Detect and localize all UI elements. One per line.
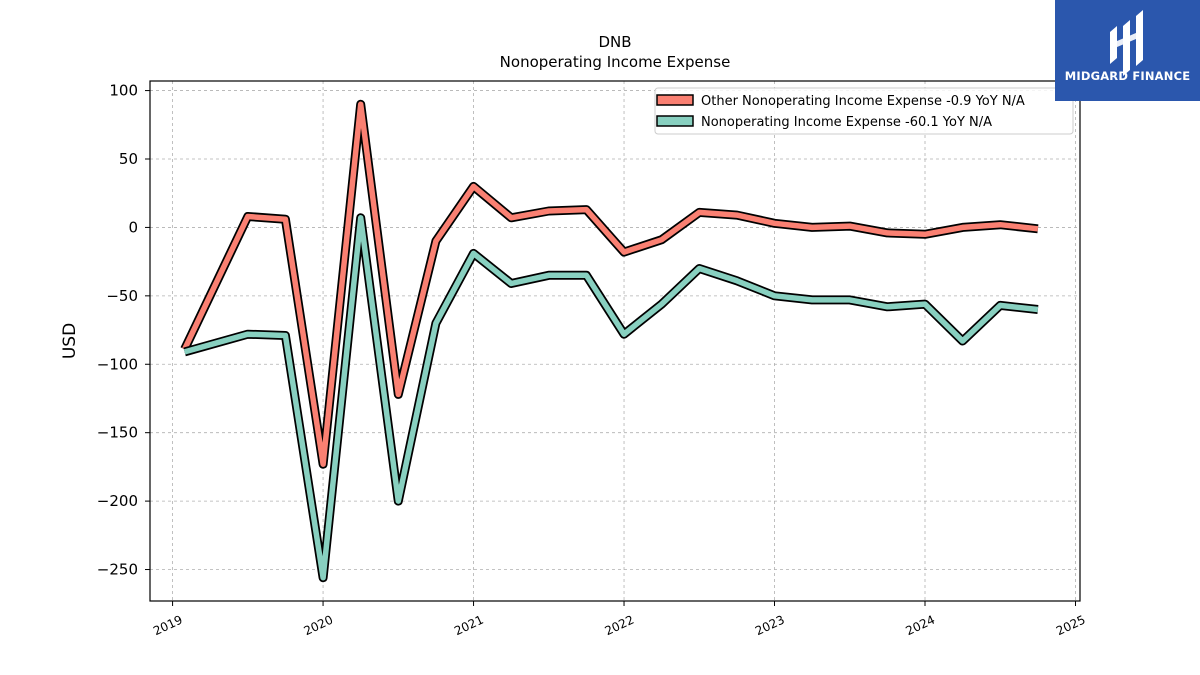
series-1 [180,99,1039,469]
legend-label: Nonoperating Income Expense -60.1 YoY N/… [701,115,992,130]
legend: Other Nonoperating Income Expense -0.9 Y… [654,87,1074,135]
y-axis-label: USD [60,323,80,359]
brand-name: MIDGARD FINANCE [1064,69,1191,83]
chart-title: DNB [598,33,631,51]
y-tick-label: 100 [109,82,138,100]
legend-label: Other Nonoperating Income Expense -0.9 Y… [701,94,1025,109]
legend-swatch [656,115,694,127]
y-tick-label: 50 [119,150,138,168]
y-tick-label: −200 [97,492,138,510]
series-2 [183,213,1039,583]
x-tick-label: 2023 [753,613,787,639]
series-line [182,101,1039,467]
y-tick-label: −100 [97,355,138,373]
x-tick-label: 2022 [603,613,637,639]
chart-subtitle: Nonoperating Income Expense [500,53,731,71]
y-tick-label: −250 [97,561,138,579]
series-layer [180,99,1039,583]
y-tick-label: −150 [97,424,138,442]
midgard-logo-icon [1110,10,1143,76]
x-tick-label: 2020 [302,613,336,639]
series-line [183,215,1039,581]
legend-box [654,87,1074,135]
y-tick-label: −50 [106,287,138,305]
grid [150,81,1080,601]
x-tick-label: 2024 [904,613,938,639]
legend-swatch [656,94,694,106]
x-tick-label: 2025 [1054,613,1088,639]
plot-frame [149,80,1081,602]
x-tick-label: 2021 [452,613,486,639]
y-tick-label: 0 [128,218,138,236]
x-tick-label: 2019 [151,613,185,639]
brand-logo: MIDGARD FINANCE [1055,0,1200,101]
axis-ticks: 100 50 0 −50 −100 −150 −200 −250 2019 2020 2021 202… [97,82,1088,639]
